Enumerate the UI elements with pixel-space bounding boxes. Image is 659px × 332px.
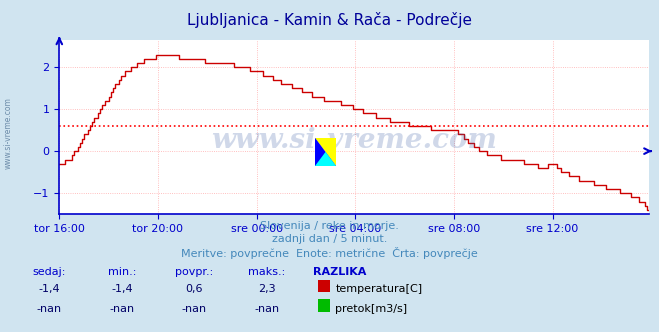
Text: -nan: -nan	[182, 304, 207, 314]
Text: www.si-vreme.com: www.si-vreme.com	[212, 127, 497, 154]
Text: maks.:: maks.:	[248, 267, 285, 277]
Text: -nan: -nan	[37, 304, 62, 314]
Text: www.si-vreme.com: www.si-vreme.com	[3, 97, 13, 169]
Text: zadnji dan / 5 minut.: zadnji dan / 5 minut.	[272, 234, 387, 244]
Text: -nan: -nan	[109, 304, 134, 314]
Text: pretok[m3/s]: pretok[m3/s]	[335, 304, 407, 314]
Text: Meritve: povprečne  Enote: metrične  Črta: povprečje: Meritve: povprečne Enote: metrične Črta:…	[181, 247, 478, 259]
Text: 0,6: 0,6	[186, 284, 203, 294]
Polygon shape	[315, 138, 336, 166]
Text: min.:: min.:	[107, 267, 136, 277]
Text: temperatura[C]: temperatura[C]	[335, 284, 422, 294]
Text: Slovenija / reke in morje.: Slovenija / reke in morje.	[260, 221, 399, 231]
Text: sedaj:: sedaj:	[33, 267, 66, 277]
Text: -nan: -nan	[254, 304, 279, 314]
Text: povpr.:: povpr.:	[175, 267, 214, 277]
Text: -1,4: -1,4	[111, 284, 132, 294]
Text: -1,4: -1,4	[39, 284, 60, 294]
Text: 2,3: 2,3	[258, 284, 275, 294]
Polygon shape	[315, 152, 336, 166]
Polygon shape	[315, 138, 336, 166]
Text: Ljubljanica - Kamin & Rača - Podrečje: Ljubljanica - Kamin & Rača - Podrečje	[187, 12, 472, 28]
Text: RAZLIKA: RAZLIKA	[313, 267, 366, 277]
